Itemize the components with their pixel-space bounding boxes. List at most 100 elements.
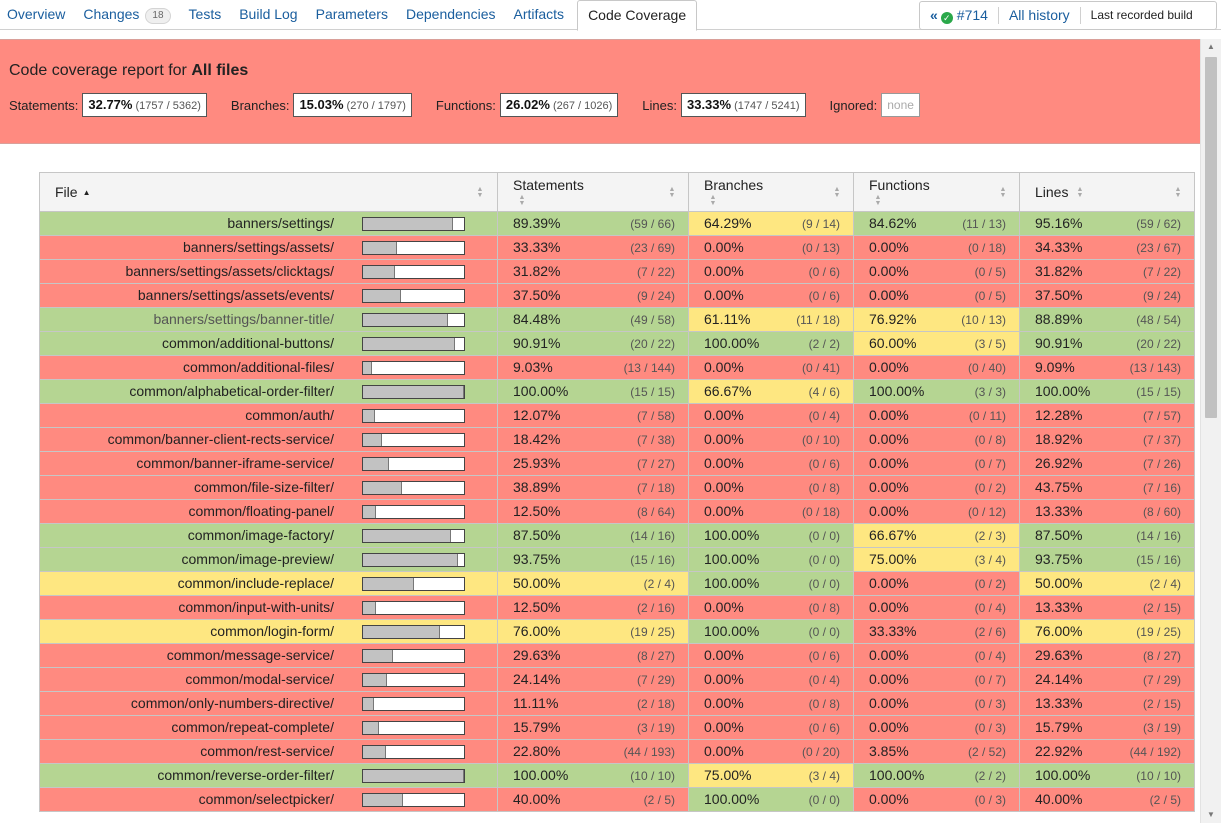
coverage-bar-fill bbox=[363, 674, 388, 686]
file-link[interactable]: common/banner-iframe-service/ bbox=[136, 455, 334, 471]
lines-cell: 100.00% (10 / 10) bbox=[1019, 763, 1195, 788]
functions-cell: 100.00% (2 / 2) bbox=[853, 763, 1020, 788]
file-link[interactable]: common/floating-panel/ bbox=[188, 503, 334, 519]
coverage-bar-fill bbox=[363, 602, 376, 614]
scroll-down-icon[interactable]: ▼ bbox=[1207, 810, 1215, 819]
file-link[interactable]: common/file-size-filter/ bbox=[193, 479, 334, 495]
file-link[interactable]: common/reverse-order-filter/ bbox=[157, 767, 334, 783]
file-column-header[interactable]: File ▲ ▲ ▼ bbox=[39, 172, 498, 212]
lines-column-header[interactable]: Lines ▲ ▼ ▲ ▼ bbox=[1019, 172, 1195, 212]
file-link[interactable]: banners/settings/assets/events/ bbox=[137, 287, 334, 303]
file-link[interactable]: common/repeat-complete/ bbox=[171, 719, 334, 735]
scroll-up-icon[interactable]: ▲ bbox=[1207, 42, 1215, 51]
coverage-bar bbox=[362, 433, 465, 447]
table-row: banners/settings/89.39% (59 / 66) 64.29% (9… bbox=[39, 211, 1195, 236]
coverage-bar bbox=[362, 313, 465, 327]
statements-cell: 18.42% (7 / 38) bbox=[497, 427, 689, 452]
sort-toggle-icon: ▲ ▼ bbox=[668, 186, 676, 199]
coverage-bar bbox=[362, 577, 465, 591]
branches-cell: 0.00% (0 / 8) bbox=[688, 475, 854, 500]
file-link[interactable]: common/only-numbers-directive/ bbox=[130, 695, 334, 711]
file-link[interactable]: common/alphabetical-order-filter/ bbox=[129, 383, 334, 399]
coverage-bar-fill bbox=[363, 434, 382, 446]
all-history-link[interactable]: All history bbox=[997, 7, 1080, 24]
coverage-bar-fill bbox=[363, 506, 376, 518]
statements-column-header[interactable]: Statements ▲ ▼ ▲ ▼ bbox=[497, 172, 689, 212]
file-link[interactable]: common/additional-files/ bbox=[183, 359, 334, 375]
file-link[interactable]: common/input-with-units/ bbox=[178, 599, 334, 615]
table-row: common/login-form/76.00% (19 / 25) 100.00%… bbox=[39, 619, 1195, 644]
table-row: common/alphabetical-order-filter/100.00%… bbox=[39, 379, 1195, 404]
tab-dependencies[interactable]: Dependencies bbox=[405, 6, 496, 22]
statements-cell: 37.50% (9 / 24) bbox=[497, 283, 689, 308]
table-row: common/reverse-order-filter/100.00% (10 /… bbox=[39, 763, 1195, 788]
lines-cell: 29.63% (8 / 27) bbox=[1019, 643, 1195, 668]
lines-cell: 22.92% (44 / 192) bbox=[1019, 739, 1195, 764]
file-link[interactable]: common/message-service/ bbox=[166, 647, 334, 663]
vertical-scrollbar[interactable]: ▲ ▼ bbox=[1200, 39, 1221, 823]
coverage-summary: Code coverage report for All files State… bbox=[0, 39, 1200, 144]
coverage-bar-fill bbox=[363, 362, 373, 374]
file-cell: common/modal-service/ bbox=[39, 667, 498, 692]
statements-cell: 38.89% (7 / 18) bbox=[497, 475, 689, 500]
previous-build-link[interactable]: «✓ #714 bbox=[920, 7, 998, 24]
coverage-bar bbox=[362, 697, 465, 711]
file-cell: banners/settings/ bbox=[39, 211, 498, 236]
tab-parameters[interactable]: Parameters bbox=[315, 6, 388, 22]
summary-metric-functions: Functions: 26.02% (267 / 1026) bbox=[436, 93, 619, 117]
build-number: #714 bbox=[956, 7, 988, 23]
table-row: common/only-numbers-directive/11.11% (2 /… bbox=[39, 691, 1195, 716]
tab-bar: Overview Changes 18 Tests Build Log Parameter… bbox=[0, 0, 1221, 31]
tab-changes[interactable]: Changes 18 bbox=[76, 0, 181, 28]
file-cell: common/rest-service/ bbox=[39, 739, 498, 764]
file-cell: common/alphabetical-order-filter/ bbox=[39, 379, 498, 404]
branches-cell: 0.00% (0 / 13) bbox=[688, 235, 854, 260]
coverage-bar-fill bbox=[363, 314, 449, 326]
coverage-bar bbox=[362, 217, 465, 231]
file-link[interactable]: banners/settings/banner-title/ bbox=[153, 311, 334, 327]
table-row: common/modal-service/24.14% (7 / 29) 0.00%… bbox=[39, 667, 1195, 692]
statements-cell: 22.80% (44 / 193) bbox=[497, 739, 689, 764]
statements-cell: 12.07% (7 / 58) bbox=[497, 403, 689, 428]
lines-cell: 100.00% (15 / 15) bbox=[1019, 379, 1195, 404]
table-row: banners/settings/banner-title/84.48% (49 … bbox=[39, 307, 1195, 332]
lines-cell: 37.50% (9 / 24) bbox=[1019, 283, 1195, 308]
coverage-bar bbox=[362, 625, 465, 639]
file-link[interactable]: common/additional-buttons/ bbox=[162, 335, 334, 351]
sort-toggle-icon: ▲ ▼ bbox=[874, 194, 882, 207]
file-link[interactable]: common/modal-service/ bbox=[185, 671, 334, 687]
tab-build-log[interactable]: Build Log bbox=[239, 6, 298, 22]
statements-cell: 90.91% (20 / 22) bbox=[497, 331, 689, 356]
file-link[interactable]: banners/settings/ bbox=[227, 215, 334, 231]
statements-cell: 15.79% (3 / 19) bbox=[497, 715, 689, 740]
coverage-bar-fill bbox=[363, 482, 403, 494]
file-link[interactable]: common/image-factory/ bbox=[187, 527, 334, 543]
tab-code-coverage[interactable]: Code Coverage bbox=[577, 0, 698, 31]
file-link[interactable]: common/login-form/ bbox=[210, 623, 334, 639]
tab-artifacts[interactable]: Artifacts bbox=[513, 6, 565, 22]
coverage-bar bbox=[362, 481, 465, 495]
coverage-bar bbox=[362, 649, 465, 663]
tab-overview[interactable]: Overview bbox=[7, 6, 66, 22]
file-link[interactable]: common/image-preview/ bbox=[181, 551, 335, 567]
file-link[interactable]: common/rest-service/ bbox=[200, 743, 334, 759]
file-link[interactable]: common/selectpicker/ bbox=[198, 791, 334, 807]
file-link[interactable]: common/auth/ bbox=[245, 407, 334, 423]
file-link[interactable]: banners/settings/assets/clicktags/ bbox=[125, 263, 334, 279]
coverage-bar-fill bbox=[363, 458, 390, 470]
file-link[interactable]: common/banner-client-rects-service/ bbox=[107, 431, 334, 447]
file-cell: common/message-service/ bbox=[39, 643, 498, 668]
file-link[interactable]: banners/settings/assets/ bbox=[183, 239, 334, 255]
tab-tests[interactable]: Tests bbox=[188, 6, 222, 22]
table-row: common/additional-files/9.03% (13 / 144) 0… bbox=[39, 355, 1195, 380]
branches-cell: 0.00% (0 / 6) bbox=[688, 283, 854, 308]
functions-column-header[interactable]: Functions ▲ ▼ ▲ ▼ bbox=[853, 172, 1020, 212]
file-link[interactable]: common/include-replace/ bbox=[177, 575, 334, 591]
statements-cell: 100.00% (15 / 15) bbox=[497, 379, 689, 404]
functions-cell: 100.00% (3 / 3) bbox=[853, 379, 1020, 404]
branches-column-header[interactable]: Branches ▲ ▼ ▲ ▼ bbox=[688, 172, 854, 212]
lines-cell: 13.33% (8 / 60) bbox=[1019, 499, 1195, 524]
functions-cell: 66.67% (2 / 3) bbox=[853, 523, 1020, 548]
sort-toggle-icon: ▲ ▼ bbox=[999, 186, 1007, 199]
scrollbar-thumb[interactable] bbox=[1205, 57, 1217, 418]
